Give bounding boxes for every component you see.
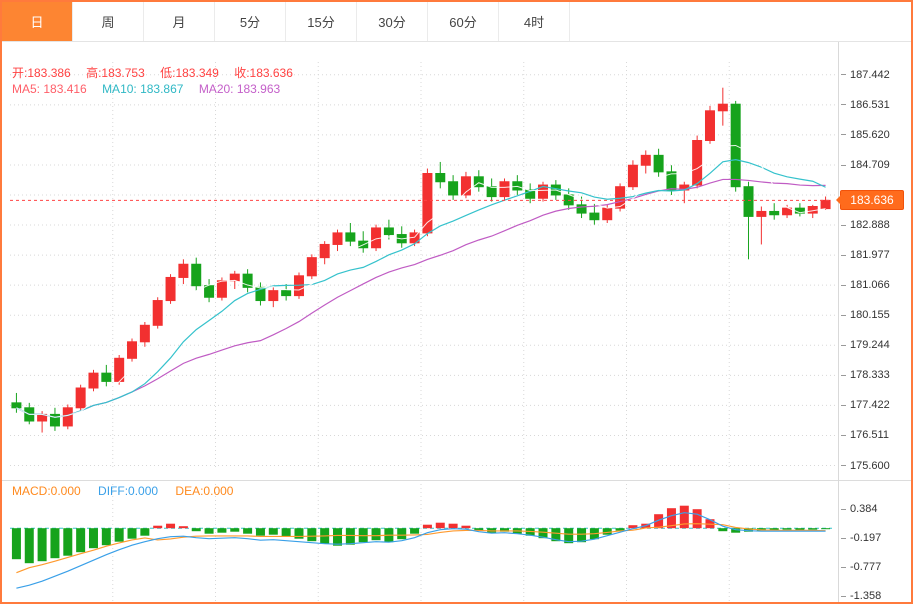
tab-day[interactable]: 日 — [2, 2, 73, 41]
macd-axis-label: -0.777 — [841, 560, 881, 574]
tab-month[interactable]: 月 — [144, 2, 215, 41]
current-price-value: 183.636 — [850, 193, 894, 208]
price-axis-label: 179.244 — [841, 338, 890, 352]
price-axis-label: 178.333 — [841, 368, 890, 382]
tab-30min[interactable]: 30分 — [357, 2, 428, 41]
panel-divider — [2, 480, 911, 481]
macd-value: MACD:0.000 — [12, 484, 81, 498]
price-axis-label: 180.155 — [841, 308, 890, 322]
price-axis-label: 181.066 — [841, 278, 890, 292]
high-readout: 高:183.753 — [86, 66, 145, 80]
dea-value: DEA:0.000 — [175, 484, 234, 498]
price-axis-label: 181.977 — [841, 248, 890, 262]
ma-readout: MA5: 183.416 MA10: 183.867 MA20: 183.963 — [12, 82, 292, 96]
tab-4hour[interactable]: 4时 — [499, 2, 570, 41]
macd-axis-label: -1.358 — [841, 589, 881, 602]
diff-value: DIFF:0.000 — [98, 484, 159, 498]
main-candlestick-chart[interactable] — [2, 42, 838, 480]
tab-60min[interactable]: 60分 — [428, 2, 499, 41]
tab-5min[interactable]: 5分 — [215, 2, 286, 41]
price-axis-label: 184.709 — [841, 158, 890, 172]
open-readout: 开:183.386 — [12, 66, 71, 80]
macd-axis-label: 0.384 — [841, 502, 878, 516]
low-readout: 低:183.349 — [160, 66, 219, 80]
axis-separator-line — [838, 42, 839, 602]
current-price-badge: 183.636 — [836, 190, 904, 211]
macd-axis: 0.384 -0.197 -0.777 -1.358 — [839, 480, 911, 602]
macd-chart[interactable] — [2, 480, 838, 602]
ma20-readout: MA20: 183.963 — [198, 82, 281, 96]
price-axis-label: 182.888 — [841, 218, 890, 232]
price-axis-label: 175.600 — [841, 459, 890, 473]
price-axis-label: 185.620 — [841, 128, 890, 142]
price-axis-label: 187.442 — [841, 68, 890, 82]
tab-week[interactable]: 周 — [73, 2, 144, 41]
price-axis-label: 177.422 — [841, 398, 890, 412]
timeframe-tabbar: 日 周 月 5分 15分 30分 60分 4时 — [2, 2, 911, 42]
ohlc-readout: 开:183.386 高:183.753 低:183.349 收:183.636 — [12, 64, 305, 81]
macd-axis-label: -0.197 — [841, 531, 881, 545]
close-readout: 收:183.636 — [234, 66, 293, 80]
macd-readout: MACD:0.000 DIFF:0.000 DEA:0.000 — [12, 484, 247, 498]
ma5-readout: MA5: 183.416 — [12, 82, 87, 96]
price-axis-label: 186.531 — [841, 98, 890, 112]
price-axis-label: 176.511 — [841, 428, 889, 442]
tab-15min[interactable]: 15分 — [286, 2, 357, 41]
ma10-readout: MA10: 183.867 — [102, 82, 184, 96]
price-axis: 187.442186.531185.620184.709183.798182.8… — [839, 42, 911, 480]
